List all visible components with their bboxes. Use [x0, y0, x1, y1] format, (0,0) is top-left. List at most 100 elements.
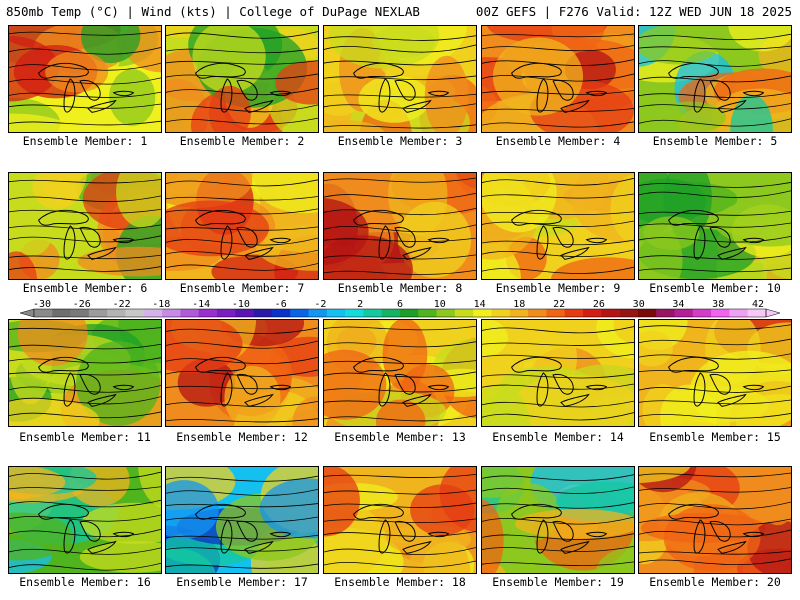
temperature-shade	[9, 512, 74, 561]
lake-outline	[244, 246, 274, 260]
height-contour	[324, 192, 476, 200]
lake-outline	[269, 384, 292, 391]
colorbar-bin	[34, 309, 53, 317]
lake-outline	[668, 209, 719, 226]
height-contour	[639, 267, 791, 273]
height-contour	[639, 412, 791, 419]
lake-outline	[394, 227, 416, 248]
lake-outline	[668, 62, 719, 79]
temperature-shade	[756, 467, 791, 526]
temperature-field-map	[482, 173, 634, 279]
height-contour	[9, 471, 161, 480]
lake-outline	[585, 384, 608, 391]
ensemble-map-panel	[165, 466, 319, 574]
lake-outline	[87, 99, 117, 113]
temperature-shade	[595, 546, 634, 573]
colorbar-bin	[656, 309, 675, 317]
ensemble-member-label: Ensemble Member: 14	[492, 430, 624, 444]
lake-outline	[236, 374, 258, 395]
height-contour	[9, 195, 161, 202]
lake-outline	[560, 540, 590, 554]
height-contour	[9, 528, 161, 538]
lake-outline	[79, 227, 101, 248]
height-contour	[166, 400, 318, 408]
lake-outline	[552, 521, 574, 542]
lake-outline	[244, 99, 274, 113]
lake-outline	[378, 225, 391, 260]
height-contour	[9, 384, 161, 393]
height-contour	[639, 529, 791, 538]
colorbar-tick-label: 6	[397, 299, 403, 310]
ensemble-member-label: Ensemble Member: 18	[334, 575, 466, 589]
lake-outline	[353, 356, 404, 373]
lake-outline	[112, 237, 135, 244]
temperature-field-map	[166, 173, 318, 279]
temperature-shade	[9, 251, 37, 279]
height-contour	[166, 356, 318, 365]
lake-outline	[560, 246, 590, 260]
temperature-shade	[730, 94, 773, 132]
height-contour	[166, 563, 318, 569]
colorbar-tick-label: 34	[672, 299, 684, 310]
colorbar-bin	[711, 309, 730, 317]
height-contour	[166, 47, 318, 54]
lake-outline	[244, 393, 274, 407]
temperature-shade	[324, 235, 413, 279]
height-contour	[9, 486, 161, 491]
colorbar-tick-label: 38	[712, 299, 724, 310]
lake-outline	[236, 227, 258, 248]
lake-outline	[742, 531, 765, 538]
height-contour	[166, 475, 318, 482]
height-contour	[324, 35, 476, 41]
colorbar-bin	[253, 309, 273, 317]
ensemble-map-panel	[481, 319, 635, 427]
lake-outline	[402, 540, 432, 554]
temperature-shade	[77, 246, 161, 277]
colorbar-tick-label: -6	[275, 299, 287, 310]
lake-outline	[353, 503, 404, 520]
colorbar-tick-label: -18	[152, 299, 170, 310]
temperature-shade	[17, 320, 88, 367]
lake-outline	[536, 225, 549, 260]
lake-outline	[402, 99, 432, 113]
temperature-shade	[639, 330, 673, 367]
lake-outline	[353, 209, 404, 226]
lake-outline	[511, 503, 562, 520]
height-contour	[482, 266, 634, 274]
temperature-shade	[138, 467, 161, 508]
height-contour	[9, 91, 161, 98]
height-contour	[639, 45, 791, 50]
height-contour	[639, 92, 791, 98]
colorbar-bin	[345, 309, 364, 317]
lake-outline	[353, 62, 404, 79]
temperature-shade	[482, 173, 557, 233]
colorbar-bin	[308, 309, 328, 317]
temperature-shade	[166, 547, 216, 573]
lake-outline	[709, 521, 731, 542]
temperature-field-map	[9, 26, 161, 132]
lake-outline	[220, 78, 233, 113]
colorbar-tick-label: 18	[513, 299, 525, 310]
height-contour	[9, 235, 161, 243]
lake-outline	[378, 372, 391, 407]
height-contour	[639, 254, 791, 260]
ensemble-member-label: Ensemble Member: 1	[22, 134, 148, 148]
ensemble-member-label: Ensemble Member: 3	[337, 134, 463, 148]
lake-outline	[427, 90, 450, 97]
temperature-shade	[663, 504, 761, 572]
lake-outline	[269, 237, 292, 244]
map-title: 850mb Temp (°C) | Wind (kts) | College o…	[6, 4, 420, 19]
height-contour	[166, 534, 318, 540]
lake-outline	[236, 521, 258, 542]
temperature-field-map	[639, 26, 791, 132]
lake-outline	[236, 80, 258, 101]
ensemble-map-panel	[481, 25, 635, 133]
lake-outline	[394, 521, 416, 542]
height-contour	[482, 533, 634, 541]
lake-outline	[742, 384, 765, 391]
colorbar-bin	[546, 309, 565, 317]
height-contour	[166, 60, 318, 65]
temperature-shade	[224, 365, 281, 426]
lake-outline	[552, 374, 574, 395]
height-contour	[166, 385, 318, 390]
